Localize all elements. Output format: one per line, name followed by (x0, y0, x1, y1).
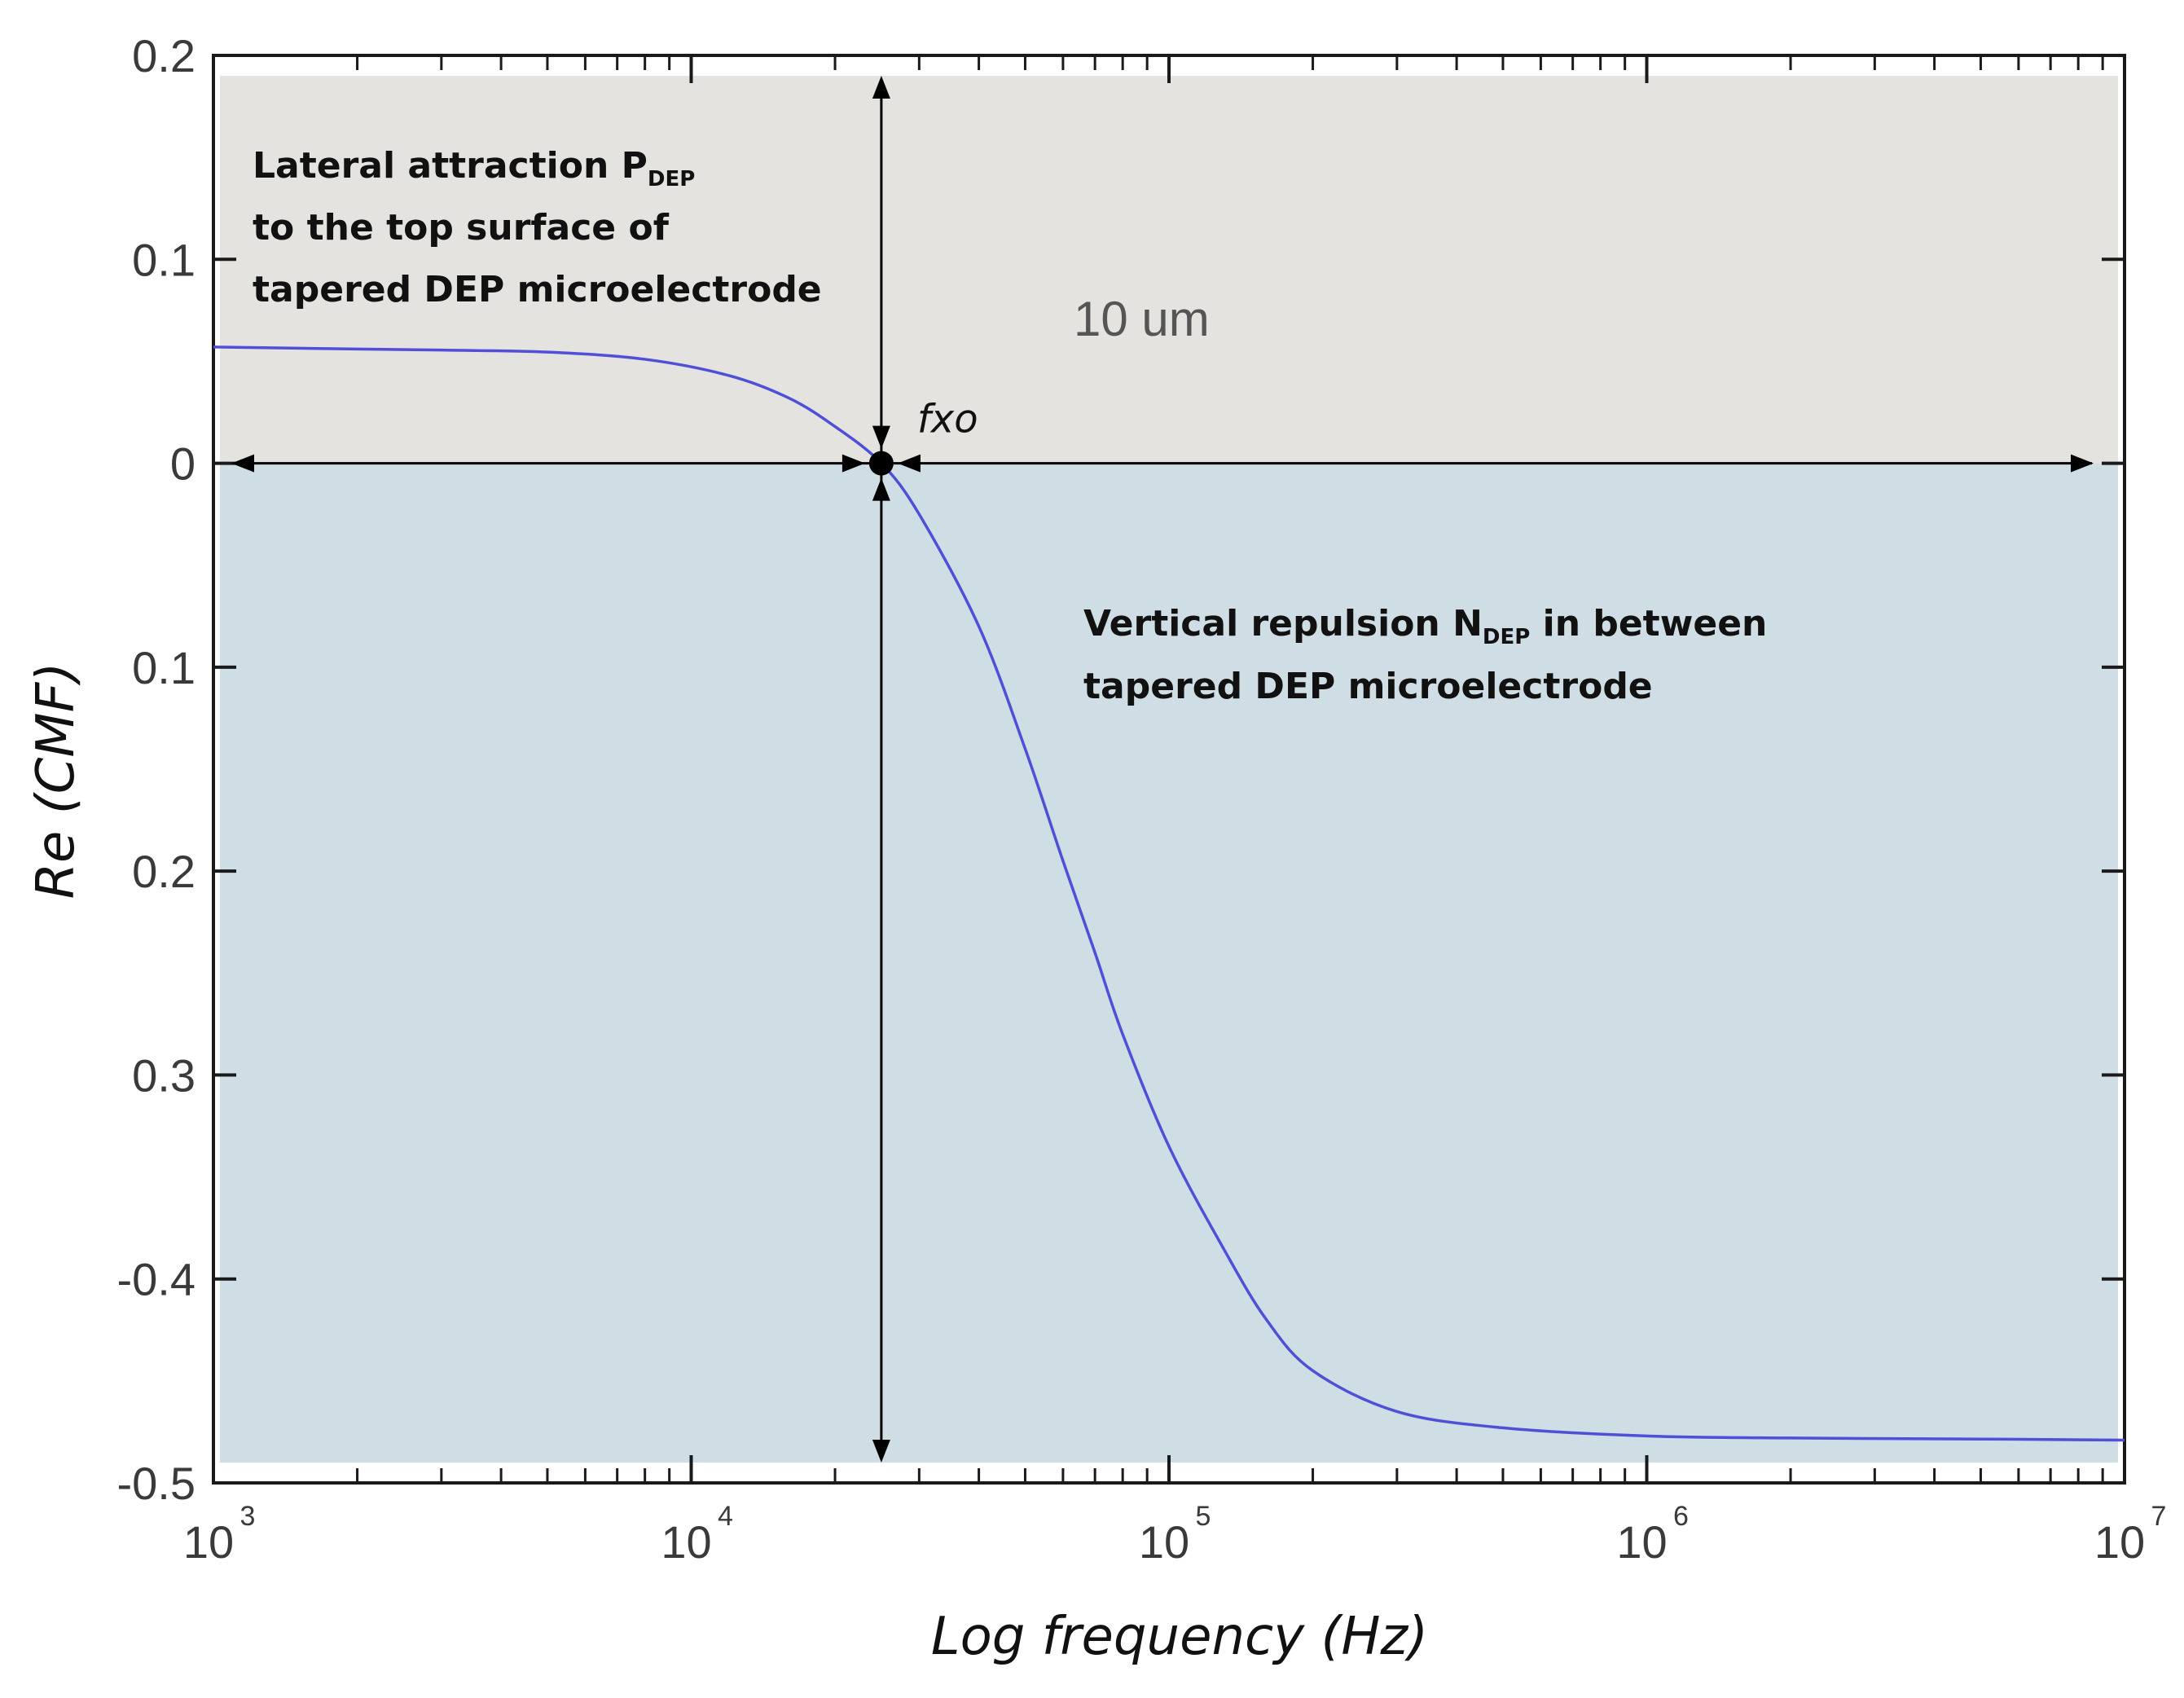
y-tick-label: 0.3 (132, 1049, 196, 1101)
x-tick-label: 10 (183, 1516, 234, 1568)
arrowhead-right (2071, 454, 2094, 473)
pdep-annotation-line1: Lateral attraction PDEP (253, 145, 695, 191)
y-tick-label: 0.1 (132, 234, 196, 285)
y-tick-label: -0.4 (117, 1254, 196, 1305)
ndep-annotation-line2: tapered DEP microelectrode (1083, 666, 1653, 707)
arrowhead-left (231, 454, 254, 473)
x-tick-exponent: 7 (2151, 1501, 2167, 1532)
pdep-annotation-line3: tapered DEP microelectrode (253, 269, 822, 310)
pdep-annotation-line2: to the top surface of (253, 207, 670, 249)
x-tick-label: 10 (2094, 1516, 2145, 1568)
negative-dep-region (220, 463, 2118, 1463)
ndep-subscript: DEP (1483, 625, 1530, 649)
ndep-line1-suffix: in between (1530, 603, 1767, 644)
arrowhead-to-point-from-top (872, 425, 890, 449)
x-tick-exponent: 3 (240, 1501, 256, 1532)
ndep-annotation-line1: Vertical repulsion NDEP in between (1083, 603, 1767, 649)
arrowhead-bottom (872, 1439, 890, 1463)
arrowhead-to-point-from-bottom (872, 477, 890, 501)
ndep-line1-prefix: Vertical repulsion N (1083, 603, 1483, 644)
x-tick-label: 10 (1139, 1516, 1189, 1568)
x-tick-label: 10 (661, 1516, 711, 1568)
x-tick-exponent: 6 (1673, 1501, 1689, 1532)
x-tick-label: 10 (1616, 1516, 1667, 1568)
y-tick-label: 0.1 (132, 642, 196, 693)
y-axis-title: Re (CMF) (26, 662, 86, 900)
crossover-point (868, 451, 894, 476)
x-tick-exponent: 5 (1196, 1501, 1211, 1532)
x-axis-title: Log frequency (Hz) (931, 1607, 1428, 1667)
crossover-label: fxo (917, 397, 978, 442)
y-tick-label: 0 (170, 438, 196, 490)
x-axis-ticks: 10 3 10 4 10 5 10 6 10 7 (183, 55, 2167, 1568)
size-label: 10 um (1074, 292, 1210, 346)
crossover-arrows (231, 76, 2094, 1463)
arrowhead-to-point-from-left (842, 454, 865, 473)
x-tick-exponent: 4 (718, 1501, 733, 1532)
y-axis-ticks: 0.2 0.1 0 0.1 0.2 0.3 -0.4 -0.5 (117, 30, 2125, 1509)
y-tick-label: -0.5 (117, 1458, 196, 1509)
arrowhead-to-point-from-right (897, 454, 921, 473)
y-tick-label: 0.2 (132, 846, 196, 897)
cmf-curve (213, 345, 2125, 1442)
y-tick-label: 0.2 (132, 30, 196, 81)
arrowhead-top (872, 76, 890, 99)
positive-dep-region (220, 76, 2118, 464)
pdep-subscript: DEP (648, 167, 695, 191)
pdep-line1-prefix: Lateral attraction P (253, 145, 648, 187)
